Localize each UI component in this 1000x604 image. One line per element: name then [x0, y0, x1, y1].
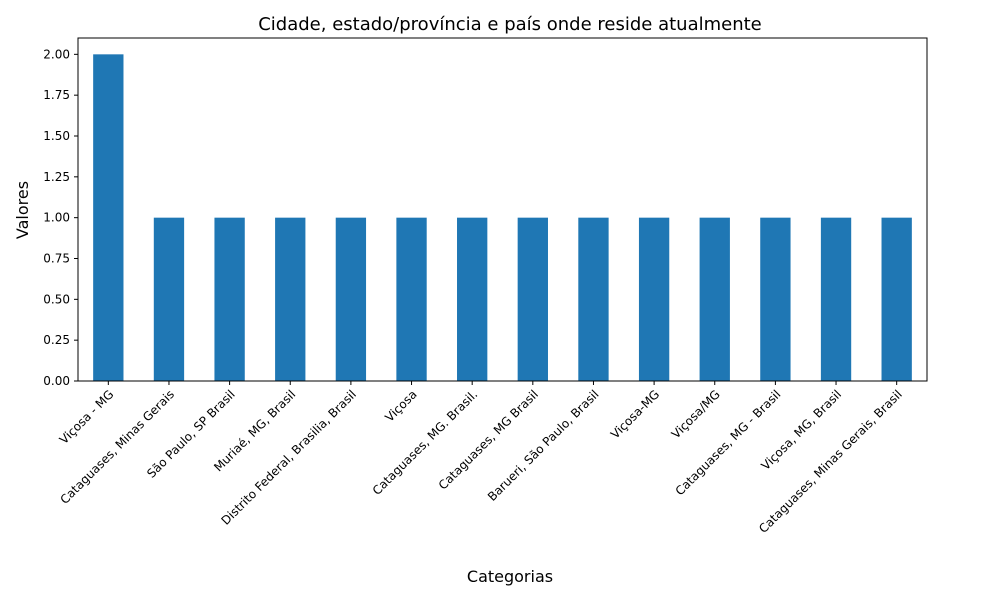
x-tick-label: Cataguases, MG - Brasil: [673, 387, 784, 498]
y-tick-label: 0.75: [43, 252, 70, 266]
y-axis-label: Valores: [13, 181, 32, 239]
bar: [820, 217, 852, 381]
bar: [760, 217, 791, 381]
bar: [93, 54, 124, 381]
bar: [578, 217, 609, 381]
x-tick-label: Viçosa/MG: [669, 387, 723, 441]
plot-frame: [77, 37, 928, 382]
bar: [396, 217, 427, 381]
bar: [275, 217, 306, 381]
x-tick-label: Barueri, São Paulo, Brasil: [485, 387, 602, 504]
y-tick-label: 1.75: [43, 88, 70, 102]
bar: [881, 217, 912, 381]
chart-title: Cidade, estado/província e país onde res…: [258, 14, 762, 35]
y-tick-label: 1.50: [43, 129, 70, 143]
x-tick-label: Cataguases, Minas Gerais: [57, 387, 177, 507]
x-tick-label: Viçosa-MG: [608, 387, 662, 441]
y-tick-label: 2.00: [43, 47, 70, 61]
y-tick-label: 0.25: [43, 333, 70, 347]
bar: [214, 217, 245, 381]
x-tick-label: Cataguases, MG Brasil: [436, 387, 541, 492]
y-tick-label: 1.00: [43, 211, 70, 225]
bar: [153, 217, 185, 381]
x-tick-label: Cataguases, MG. Brasil.: [370, 387, 481, 498]
y-axis: 0.00 0.25 0.50 0.75 1.00 1.25 1.50 1.75 2.00: [43, 47, 78, 388]
bars-group: [93, 54, 912, 381]
y-tick-label: 0.00: [43, 374, 70, 388]
bar: [517, 217, 548, 381]
x-axis-label: Categorias: [467, 567, 553, 586]
bar: [335, 217, 367, 381]
bar: [699, 217, 730, 381]
x-tick-label: Viçosa - MG: [57, 387, 117, 447]
x-tick-label: Viçosa: [382, 387, 419, 424]
x-tick-label: Distrito Federal, Brasilia, Brasil: [218, 387, 359, 528]
y-tick-label: 0.50: [43, 292, 70, 306]
bar: [457, 217, 488, 381]
y-tick-label: 1.25: [43, 170, 70, 184]
bar: [638, 217, 670, 381]
